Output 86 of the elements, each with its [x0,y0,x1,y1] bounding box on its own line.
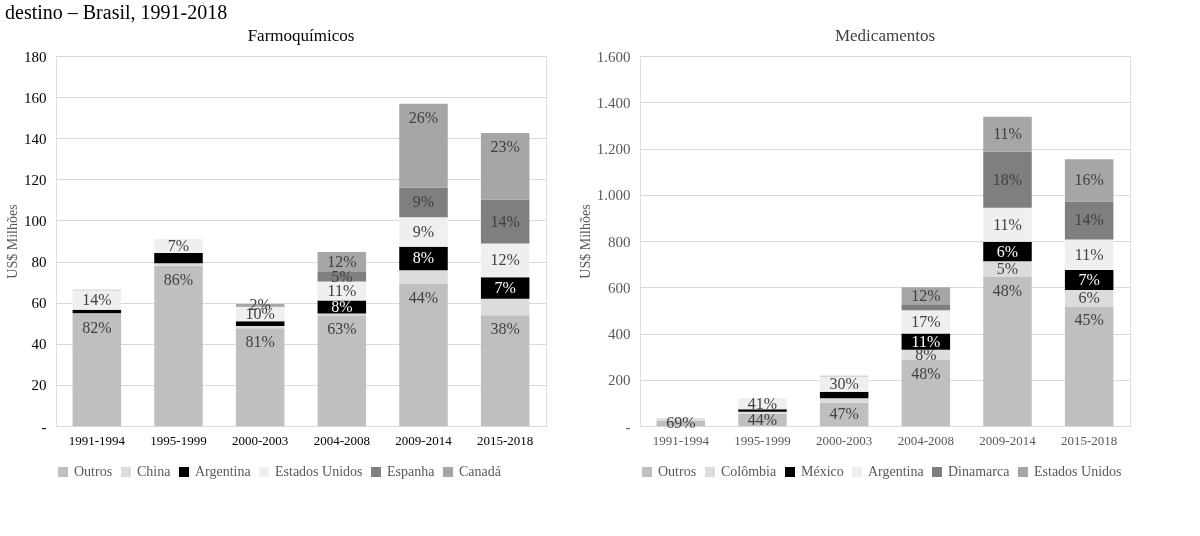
annotation: 18% [992,170,1023,188]
annotation: 6% [996,242,1019,260]
annotation: 47% [829,405,859,423]
annotation: 26% [408,108,439,126]
annotation: 63% [327,320,357,338]
annotation: 16% [1074,171,1104,189]
annotation: 6% [1078,289,1100,307]
x-tick-label: 2009-2014 [979,432,1037,448]
annotation: 12% [490,251,520,269]
legend-label: Estados Unidos [1034,464,1122,479]
annotation: 5% [996,260,1019,278]
annotation: 11% [993,125,1022,143]
annotation: 82% [82,318,112,336]
x-tick-label: 2000-2003 [815,432,873,448]
y-tick-label: 800 [608,233,631,250]
legend-label: Espanha [387,464,436,479]
x-tick-label: 1991-1994 [652,432,710,448]
x-tick-label: 2004-2008 [897,432,955,448]
y-tick-label: 160 [24,89,47,106]
legend-label: China [137,464,172,479]
y-tick-label: 1.200 [596,141,631,157]
legend-label: Colômbia [721,464,778,479]
y-tick-label: 140 [24,130,47,147]
legend-label: Dinamarca [948,464,1011,479]
y-tick-label: 600 [608,279,631,296]
legend-label: Argentina [195,464,252,479]
legend-label: Estados Unidos [275,464,363,479]
y-tick-label: 40 [31,336,47,353]
annotation: 48% [911,365,941,383]
y-tick-label: 180 [24,48,47,65]
x-tick-label: 1991-1994 [68,432,126,448]
y-tick-label: 1.000 [596,187,631,204]
annotation: 48% [992,282,1023,300]
annotation: 44% [747,410,778,428]
annotation: 17% [911,312,941,330]
annotation: 9% [412,193,435,211]
y-tick-label: 20 [31,377,47,394]
legend-label: Outros [658,464,697,479]
y-tick-label: - [625,418,631,435]
y-tick-label: 400 [608,326,631,342]
annotation: 12% [911,286,941,304]
y-axis-title: US$ Milhões [577,204,593,279]
annotation: 41% [747,394,778,412]
annotation: 81% [245,333,275,351]
annotation: 14% [490,212,520,230]
chart-title: Farmoquímicos [247,26,355,45]
text: destino – Brasil, 1991-2018 [5,0,228,23]
y-tick-label: 1.600 [596,48,631,65]
annotation: 9% [412,223,435,241]
annotation: 11% [1074,245,1104,263]
legend-label: México [801,464,844,479]
y-tick-label: 60 [31,295,47,312]
annotation: 44% [408,288,439,306]
x-tick-label: 2015-2018 [1060,432,1118,448]
y-tick-label: 80 [31,254,47,271]
x-tick-label: 2015-2018 [476,432,534,448]
chart-title: Medicamentos [834,26,936,45]
x-tick-label: 2004-2008 [313,432,371,448]
annotation: 23% [490,138,520,156]
annotation: 8% [412,249,435,267]
annotation: 7% [494,278,516,296]
annotation: 30% [829,375,859,393]
y-tick-label: 1.400 [596,94,631,111]
y-tick-label: - [41,418,47,435]
legend-label: Canadá [459,464,502,479]
annotation: 11% [327,282,357,300]
y-tick-label: 200 [608,372,631,389]
y-tick-label: 120 [24,171,47,188]
x-tick-label: 1995-1999 [150,432,207,448]
annotation: 7% [167,236,190,254]
x-tick-label: 2009-2014 [395,432,453,448]
y-tick-label: 100 [24,212,47,229]
annotation: 14% [82,291,112,309]
annotation: 7% [1078,270,1100,288]
annotation: 38% [490,320,520,338]
legend-label: Outros [74,464,113,479]
y-axis-title: US$ Milhões [5,204,20,279]
annotation: 11% [993,215,1022,233]
annotation: 86% [163,270,194,288]
legend-label: Argentina [868,464,925,479]
annotation: 45% [1074,311,1104,329]
annotation: 8% [331,298,353,316]
x-tick-label: 2000-2003 [231,432,289,448]
x-tick-label: 1995-1999 [734,432,791,448]
annotation: 11% [911,332,941,350]
annotation: 14% [1074,211,1104,229]
